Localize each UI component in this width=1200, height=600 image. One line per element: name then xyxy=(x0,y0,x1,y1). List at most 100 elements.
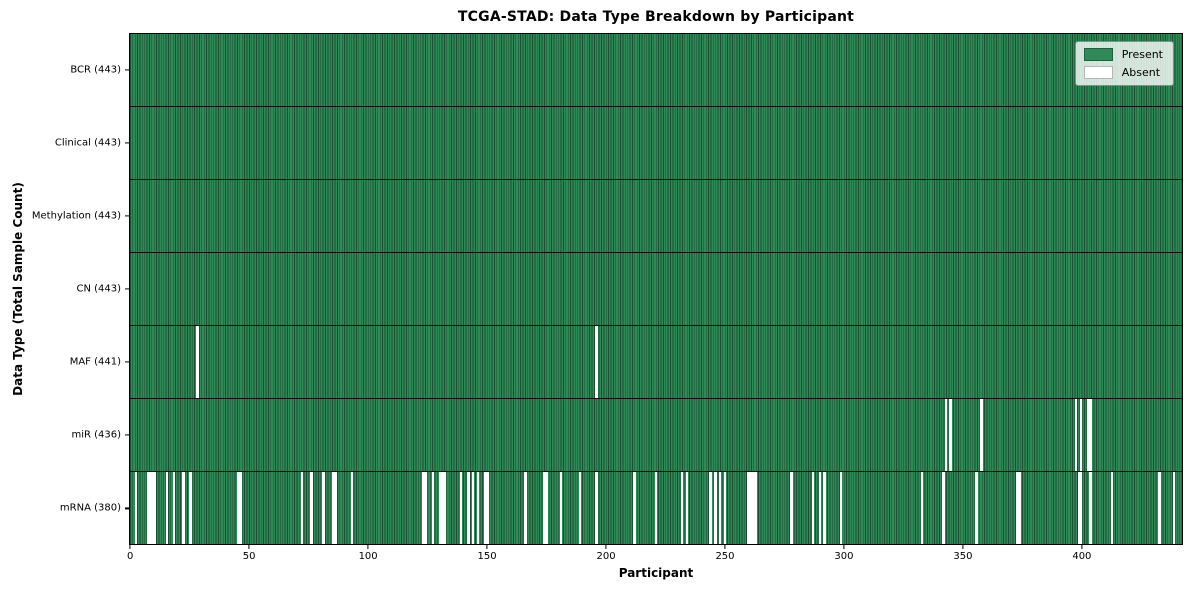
y-tick-label: CN (443) xyxy=(76,283,121,295)
absent-gap-line xyxy=(1079,472,1083,544)
absent-gap-line xyxy=(476,472,480,544)
absent-gap-line xyxy=(595,326,598,398)
heatmap-row-maf xyxy=(130,326,1182,399)
absent-gap-line xyxy=(949,399,952,471)
absent-gap-line xyxy=(942,472,945,544)
x-tick-label: 350 xyxy=(953,551,973,562)
absent-gap-line xyxy=(239,472,242,544)
heatmap-row-bcr xyxy=(130,34,1182,107)
absent-gap-line xyxy=(545,472,548,544)
absent-gap-line xyxy=(153,472,157,544)
absent-gap-line xyxy=(486,472,489,544)
legend-label-present: Present xyxy=(1121,48,1163,61)
absent-gap-line xyxy=(747,472,750,544)
absent-gap-line xyxy=(718,472,722,544)
legend-label-absent: Absent xyxy=(1121,66,1161,79)
absent-gap-line xyxy=(443,472,446,544)
absent-gap-line xyxy=(823,472,826,544)
absent-gap-line xyxy=(559,472,563,544)
absent-gap-line xyxy=(524,472,527,544)
absent-gap-line xyxy=(151,472,154,544)
x-tick-label: 0 xyxy=(127,551,134,562)
absent-gap-line xyxy=(334,472,337,544)
absent-gap-line xyxy=(1075,399,1078,471)
absent-gap-line xyxy=(1018,472,1021,544)
x-tick-label: 50 xyxy=(242,551,256,562)
absent-gap-line xyxy=(1089,399,1092,471)
legend-item-absent: Absent xyxy=(1083,66,1163,79)
absent-gap-line xyxy=(438,472,442,544)
x-tick-mark xyxy=(605,545,607,549)
absent-gap-line xyxy=(146,472,149,544)
absent-gap-line xyxy=(790,472,793,544)
x-tick-label: 100 xyxy=(358,551,378,562)
absent-gap-line xyxy=(172,472,176,544)
absent-gap-line xyxy=(300,472,304,544)
absent-gap-line xyxy=(441,472,444,544)
heatmap-row-clinical xyxy=(130,107,1182,180)
absent-gap-line xyxy=(680,472,684,544)
x-tick-label: 150 xyxy=(477,551,497,562)
absent-gap-line xyxy=(182,472,185,544)
heatmap-rows xyxy=(130,34,1182,544)
absent-gap-line xyxy=(350,472,354,544)
present-swatch-icon xyxy=(1083,48,1113,61)
absent-gap-line xyxy=(752,472,755,544)
absent-gap-line xyxy=(189,472,192,544)
absent-gap-line xyxy=(811,472,814,544)
absent-gap-line xyxy=(1172,472,1175,544)
absent-gap-line xyxy=(840,472,843,544)
absent-gap-line xyxy=(944,399,947,471)
legend: Present Absent xyxy=(1074,41,1174,86)
chart-title: TCGA-STAD: Data Type Breakdown by Partic… xyxy=(457,9,855,25)
y-tick-label: mRNA (380) xyxy=(59,502,121,514)
heatmap-row-cn xyxy=(130,253,1182,326)
absent-gap-line xyxy=(431,472,434,544)
heatmap-row-methylation xyxy=(130,180,1182,253)
absent-gap-line xyxy=(460,472,463,544)
absent-gap-line xyxy=(422,472,425,544)
absent-gap-line xyxy=(578,472,582,544)
absent-gap-line xyxy=(236,472,240,544)
absent-gap-line xyxy=(595,472,598,544)
absent-swatch-icon xyxy=(1083,66,1113,79)
y-tick-mark xyxy=(125,361,129,363)
y-axis-ticks: BCR (443) Clinical (443) Methylation (443)… xyxy=(0,33,129,545)
x-tick-mark xyxy=(486,545,488,549)
x-tick-mark xyxy=(843,545,845,549)
absent-gap-line xyxy=(749,472,753,544)
x-tick-mark xyxy=(962,545,964,549)
x-tick-label: 300 xyxy=(834,551,854,562)
x-axis-label: Participant xyxy=(618,566,694,580)
absent-gap-line xyxy=(633,472,636,544)
absent-gap-line xyxy=(714,472,717,544)
absent-gap-line xyxy=(723,472,727,544)
absent-gap-line xyxy=(654,472,658,544)
absent-gap-line xyxy=(424,472,427,544)
absent-gap-line xyxy=(1077,472,1080,544)
x-tick-mark xyxy=(1081,545,1083,549)
absent-gap-line xyxy=(165,472,168,544)
absent-gap-line xyxy=(134,472,138,544)
y-tick-label: Methylation (443) xyxy=(31,210,121,222)
absent-gap-line xyxy=(1089,472,1092,544)
y-tick-mark xyxy=(125,434,129,436)
x-tick-mark xyxy=(129,545,131,549)
y-tick-mark xyxy=(125,215,129,217)
y-tick-mark xyxy=(125,288,129,290)
y-tick-mark xyxy=(125,142,129,144)
plot-area: Present Absent xyxy=(129,33,1183,545)
absent-gap-line xyxy=(975,472,978,544)
absent-gap-line xyxy=(1158,472,1161,544)
legend-item-present: Present xyxy=(1083,48,1163,61)
heatmap-row-mir xyxy=(130,399,1182,472)
absent-gap-line xyxy=(471,472,475,544)
x-tick-label: 400 xyxy=(1072,551,1092,562)
absent-gap-line xyxy=(196,326,199,398)
absent-gap-line xyxy=(920,472,924,544)
absent-gap-line xyxy=(483,472,487,544)
x-tick-mark xyxy=(367,545,369,549)
heatmap-row-mrna xyxy=(130,472,1182,544)
absent-gap-line xyxy=(148,472,152,544)
absent-gap-line xyxy=(1110,472,1114,544)
